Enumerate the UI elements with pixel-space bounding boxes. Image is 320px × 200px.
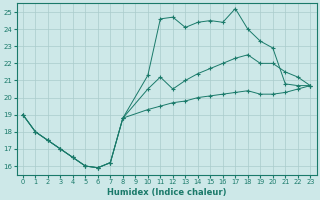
X-axis label: Humidex (Indice chaleur): Humidex (Indice chaleur): [107, 188, 226, 197]
